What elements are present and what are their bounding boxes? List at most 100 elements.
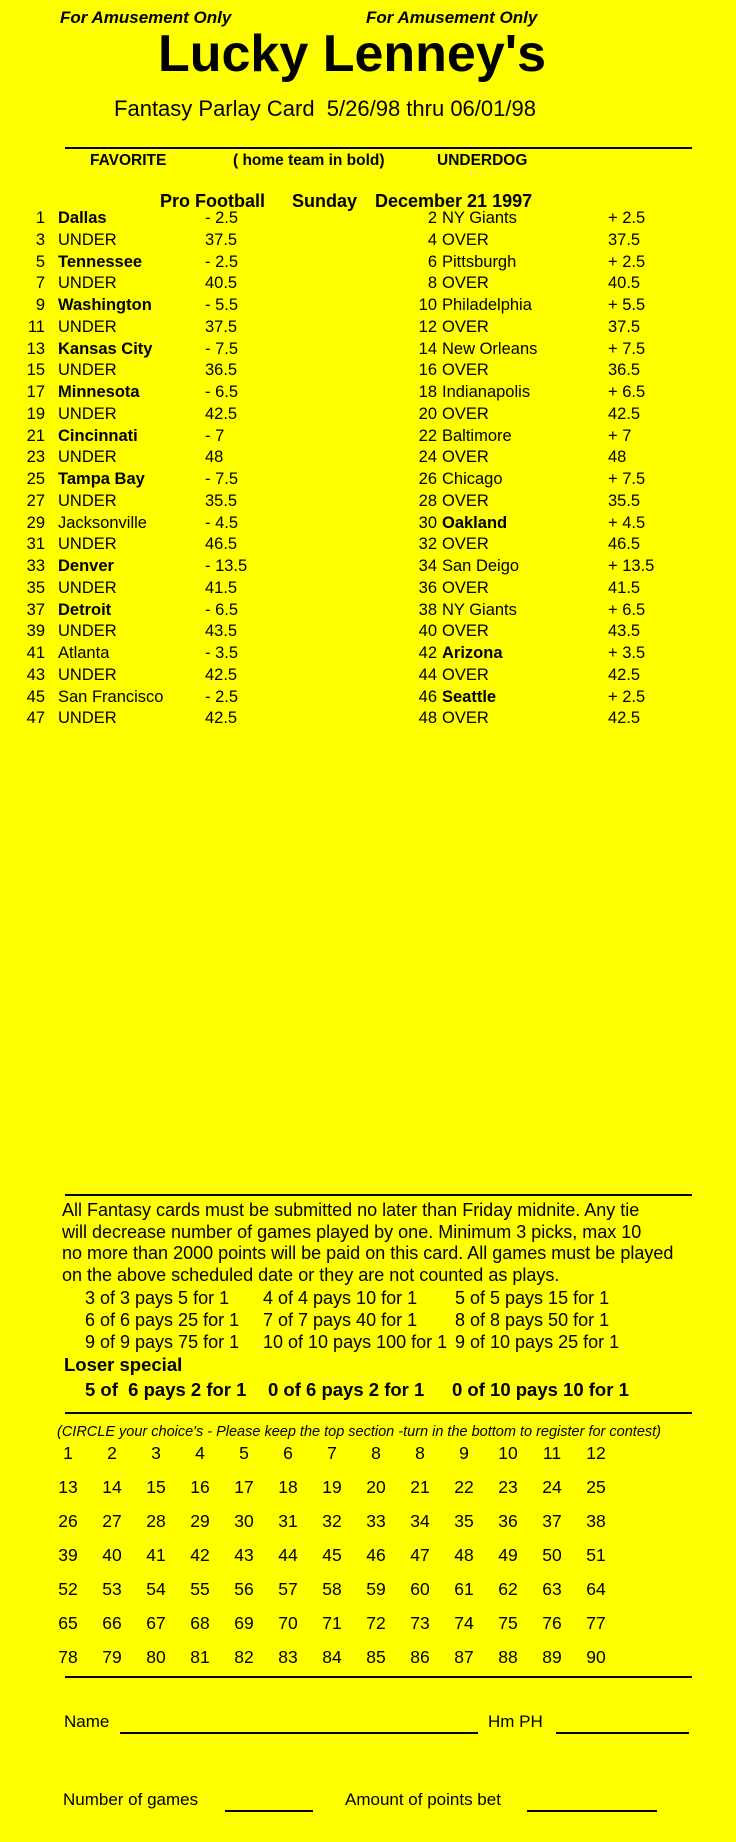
grid-number[interactable]: 39 (58, 1545, 78, 1565)
grid-number[interactable]: 40 (102, 1545, 122, 1565)
grid-number[interactable]: 63 (542, 1579, 562, 1599)
grid-number[interactable]: 44 (278, 1545, 298, 1565)
grid-number[interactable]: 2 (107, 1443, 117, 1463)
grid-number[interactable]: 75 (498, 1613, 518, 1633)
grid-number[interactable]: 14 (102, 1477, 122, 1497)
underdog-name: OVER (442, 491, 489, 510)
grid-number[interactable]: 77 (586, 1613, 606, 1633)
grid-number[interactable]: 72 (366, 1613, 386, 1633)
grid-number[interactable]: 6 (283, 1443, 293, 1463)
grid-number[interactable]: 78 (58, 1647, 78, 1667)
grid-number[interactable]: 66 (102, 1613, 122, 1633)
grid-number[interactable]: 28 (146, 1511, 166, 1531)
grid-number[interactable]: 53 (102, 1579, 122, 1599)
grid-number[interactable]: 62 (498, 1579, 518, 1599)
grid-number[interactable]: 50 (542, 1545, 562, 1565)
grid-number[interactable]: 86 (410, 1647, 430, 1667)
grid-number[interactable]: 17 (234, 1477, 254, 1497)
grid-number[interactable]: 83 (278, 1647, 298, 1667)
grid-number[interactable]: 61 (454, 1579, 474, 1599)
grid-number[interactable]: 33 (366, 1511, 386, 1531)
grid-number[interactable]: 38 (586, 1511, 606, 1531)
grid-number[interactable]: 7 (327, 1443, 337, 1463)
grid-number[interactable]: 70 (278, 1613, 298, 1633)
grid-number[interactable]: 76 (542, 1613, 562, 1633)
underdog-name: New Orleans (442, 339, 538, 358)
grid-number[interactable]: 25 (586, 1477, 606, 1497)
grid-number[interactable]: 15 (146, 1477, 166, 1497)
favorite-line: - 7.5 (205, 339, 239, 358)
grid-number[interactable]: 21 (410, 1477, 430, 1497)
grid-number[interactable]: 89 (542, 1647, 562, 1667)
grid-number[interactable]: 27 (102, 1511, 122, 1531)
grid-number[interactable]: 35 (454, 1511, 474, 1531)
grid-number[interactable]: 48 (454, 1545, 474, 1565)
grid-number[interactable]: 31 (278, 1511, 298, 1531)
favorite-name: UNDER (58, 578, 117, 597)
grid-number[interactable]: 30 (234, 1511, 254, 1531)
grid-number[interactable]: 90 (586, 1647, 606, 1667)
grid-number[interactable]: 4 (195, 1443, 205, 1463)
grid-number[interactable]: 81 (190, 1647, 210, 1667)
grid-number[interactable]: 29 (190, 1511, 210, 1531)
grid-number[interactable]: 51 (586, 1545, 606, 1565)
grid-number[interactable]: 43 (234, 1545, 254, 1565)
grid-number[interactable]: 49 (498, 1545, 518, 1565)
grid-number[interactable]: 55 (190, 1579, 210, 1599)
grid-number[interactable]: 9 (459, 1443, 469, 1463)
grid-number[interactable]: 82 (234, 1647, 254, 1667)
grid-number[interactable]: 18 (278, 1477, 298, 1497)
grid-number[interactable]: 41 (146, 1545, 166, 1565)
grid-number[interactable]: 85 (366, 1647, 386, 1667)
grid-number[interactable]: 56 (234, 1579, 254, 1599)
grid-number[interactable]: 36 (498, 1511, 518, 1531)
grid-number[interactable]: 42 (190, 1545, 210, 1565)
grid-number[interactable]: 1 (63, 1443, 73, 1463)
grid-number[interactable]: 47 (410, 1545, 430, 1565)
grid-number[interactable]: 34 (410, 1511, 430, 1531)
grid-number[interactable]: 16 (190, 1477, 210, 1497)
grid-number[interactable]: 10 (498, 1443, 518, 1463)
grid-number[interactable]: 87 (454, 1647, 474, 1667)
grid-number[interactable]: 69 (234, 1613, 254, 1633)
grid-number[interactable]: 19 (322, 1477, 342, 1497)
grid-number[interactable]: 45 (322, 1545, 342, 1565)
grid-number[interactable]: 23 (498, 1477, 518, 1497)
grid-number[interactable]: 37 (542, 1511, 562, 1531)
grid-number[interactable]: 26 (58, 1511, 78, 1531)
grid-number[interactable]: 73 (410, 1613, 430, 1633)
grid-number[interactable]: 3 (151, 1443, 161, 1463)
number-of-games-field[interactable] (225, 1790, 313, 1812)
grid-number[interactable]: 54 (146, 1579, 166, 1599)
grid-number[interactable]: 65 (58, 1613, 78, 1633)
grid-number[interactable]: 68 (190, 1613, 210, 1633)
grid-number[interactable]: 59 (366, 1579, 386, 1599)
grid-number[interactable]: 20 (366, 1477, 386, 1497)
grid-number[interactable]: 5 (239, 1443, 249, 1463)
grid-number[interactable]: 84 (322, 1647, 342, 1667)
grid-number[interactable]: 8 (415, 1443, 425, 1463)
grid-number[interactable]: 32 (322, 1511, 342, 1531)
home-phone-field[interactable] (556, 1712, 689, 1734)
grid-number[interactable]: 64 (586, 1579, 606, 1599)
grid-number[interactable]: 52 (58, 1579, 78, 1599)
grid-number[interactable]: 74 (454, 1613, 474, 1633)
grid-number[interactable]: 12 (586, 1443, 606, 1463)
grid-number[interactable]: 60 (410, 1579, 430, 1599)
grid-number[interactable]: 11 (542, 1443, 562, 1463)
name-field[interactable] (120, 1712, 478, 1734)
grid-number[interactable]: 79 (102, 1647, 122, 1667)
grid-number[interactable]: 57 (278, 1579, 298, 1599)
underdog-number: 38 (418, 600, 437, 619)
grid-number[interactable]: 22 (454, 1477, 474, 1497)
grid-number[interactable]: 88 (498, 1647, 518, 1667)
grid-number[interactable]: 24 (542, 1477, 562, 1497)
grid-number[interactable]: 80 (146, 1647, 166, 1667)
grid-number[interactable]: 58 (322, 1579, 342, 1599)
grid-number[interactable]: 8 (371, 1443, 381, 1463)
grid-number[interactable]: 46 (366, 1545, 386, 1565)
grid-number[interactable]: 13 (58, 1477, 78, 1497)
grid-number[interactable]: 71 (322, 1613, 342, 1633)
grid-number[interactable]: 67 (146, 1613, 166, 1633)
points-bet-field[interactable] (527, 1790, 657, 1812)
